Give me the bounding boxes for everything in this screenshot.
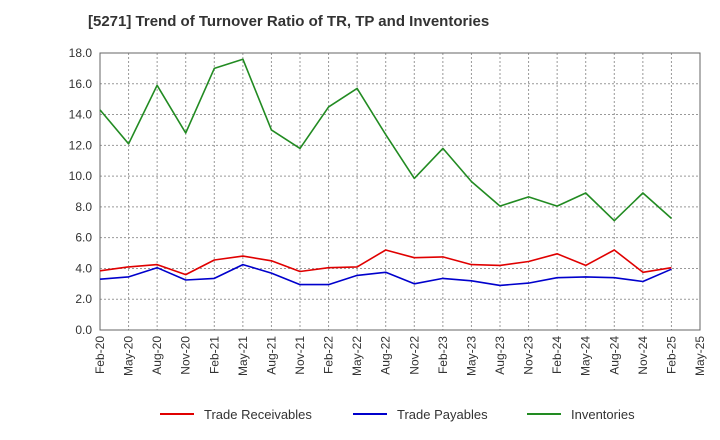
y-tick-label: 12.0 xyxy=(69,138,93,152)
x-tick-label: Nov-24 xyxy=(636,336,650,375)
x-tick-label: Aug-21 xyxy=(264,336,278,375)
y-tick-label: 2.0 xyxy=(75,292,92,306)
legend-label: Trade Receivables xyxy=(204,407,312,422)
x-tick-label: Feb-25 xyxy=(664,336,678,374)
x-axis-ticks: Feb-20 May-20 Aug-20 Nov-20 Feb-21 May-21 Aug-… xyxy=(93,336,707,376)
y-tick-label: 14.0 xyxy=(69,108,93,122)
x-tick-label: Nov-21 xyxy=(293,336,307,375)
y-tick-label: 6.0 xyxy=(75,231,92,245)
x-tick-label: Feb-21 xyxy=(207,336,221,374)
chart-title: [5271] Trend of Turnover Ratio of TR, TP… xyxy=(88,13,490,30)
series-line-trade-payables xyxy=(99,263,672,287)
x-tick-label: Aug-22 xyxy=(379,336,393,375)
y-tick-label: 10.0 xyxy=(69,169,93,183)
series-line-trade-receivables xyxy=(99,249,672,276)
x-tick-label: Aug-24 xyxy=(607,336,621,375)
legend-label: Trade Payables xyxy=(397,407,488,422)
x-tick-label: Feb-20 xyxy=(93,336,107,374)
y-tick-label: 4.0 xyxy=(75,261,92,275)
x-tick-label: May-25 xyxy=(693,336,707,376)
x-tick-label: Aug-20 xyxy=(150,336,164,375)
x-tick-label: May-20 xyxy=(122,336,136,376)
x-tick-label: Aug-23 xyxy=(493,336,507,375)
x-tick-label: May-22 xyxy=(350,336,364,376)
x-tick-label: Nov-22 xyxy=(407,336,421,375)
x-tick-label: Feb-24 xyxy=(550,336,564,374)
x-tick-label: May-23 xyxy=(464,336,478,376)
x-tick-label: Nov-20 xyxy=(179,336,193,375)
series-line-inventories xyxy=(99,58,672,222)
y-tick-label: 18.0 xyxy=(69,46,93,60)
y-axis-ticks: 0.0 2.0 4.0 6.0 8.0 10.0 12.0 14.0 16.0 18.0 xyxy=(69,46,93,337)
grid-lines xyxy=(99,52,701,331)
legend-label: Inventories xyxy=(571,407,635,422)
y-tick-label: 16.0 xyxy=(69,77,93,91)
x-tick-label: May-21 xyxy=(236,336,250,376)
y-tick-label: 8.0 xyxy=(75,200,92,214)
x-tick-label: Feb-23 xyxy=(436,336,450,374)
x-tick-label: May-24 xyxy=(579,336,593,376)
x-tick-label: Nov-23 xyxy=(522,336,536,375)
y-tick-label: 0.0 xyxy=(75,323,92,337)
x-tick-label: Feb-22 xyxy=(322,336,336,374)
plot-area-frame xyxy=(99,52,701,331)
series-lines xyxy=(99,58,672,287)
legend: Trade Receivables Trade Payables Inventori… xyxy=(160,407,635,422)
